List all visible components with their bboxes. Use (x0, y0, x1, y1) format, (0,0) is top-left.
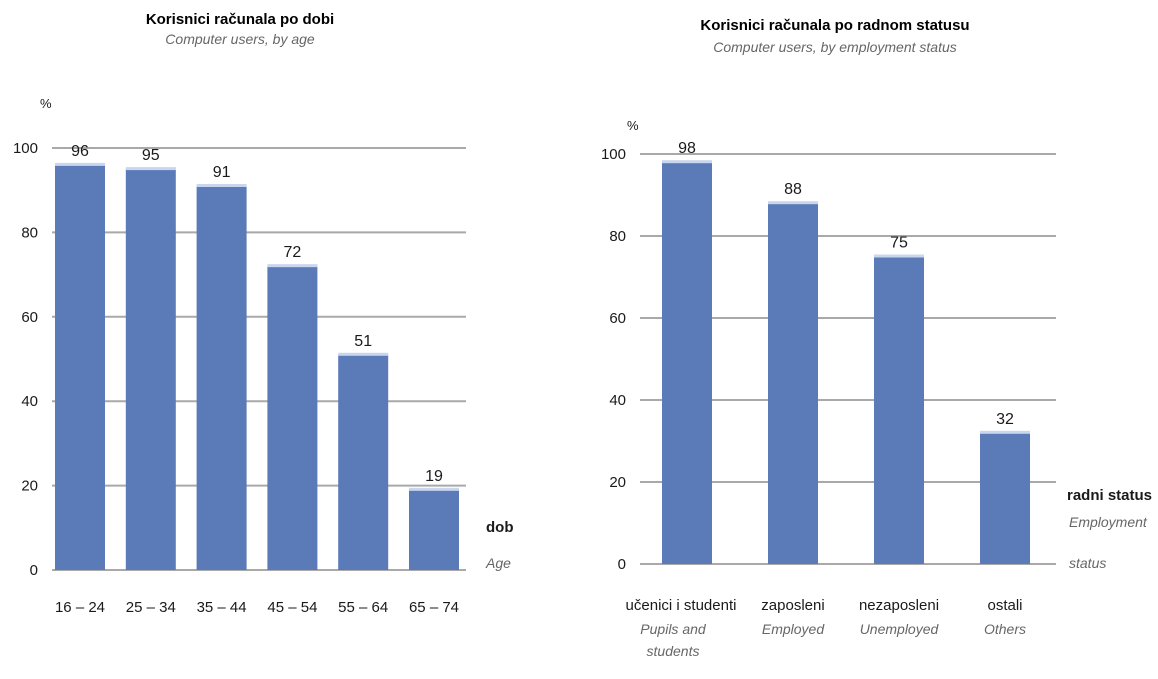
chart-1-y-unit: % (40, 96, 52, 111)
chart-2-bar (874, 256, 924, 564)
chart-1-y-tick-label: 40 (21, 393, 38, 410)
chart-1-bar-top-highlight (267, 264, 318, 268)
chart-1-bar (55, 164, 105, 570)
chart-1-data-label: 95 (142, 147, 160, 164)
chart-1-bar (338, 354, 389, 570)
chart-2-y-tick-label: 40 (609, 392, 626, 409)
chart-1-bar (125, 169, 176, 570)
chart-1-y-tick-label: 80 (21, 224, 38, 241)
chart-2-category-label-en: Others (984, 621, 1026, 637)
chart-1-x-title-en: Age (485, 555, 511, 571)
chart-1-title: Korisnici računala po dobi (146, 11, 334, 28)
chart-2-category-label: nezaposleni (859, 597, 939, 614)
chart-2-category-label-en: Unemployed (860, 621, 940, 637)
chart-1-bar-top-highlight (196, 183, 247, 187)
chart-1-category-label: 65 – 74 (409, 599, 459, 616)
chart-1-bar (267, 266, 318, 570)
chart-2-y-tick-label: 60 (609, 310, 626, 327)
chart-2-bar (662, 162, 712, 564)
chart-1-bar-top-highlight (409, 487, 459, 491)
chart-2-bar (980, 432, 1030, 564)
chart-2-bar-top-highlight (874, 254, 924, 258)
chart-2-category-label: zaposleni (761, 597, 824, 614)
chart-1-data-label: 19 (425, 468, 443, 485)
chart-2-y-tick-label: 80 (609, 228, 626, 245)
chart-2-bar-top-highlight (662, 160, 712, 164)
chart-1-data-label: 91 (213, 164, 231, 181)
chart-2-y-tick-label: 100 (601, 146, 626, 163)
chart-1-category-label: 25 – 34 (126, 599, 176, 616)
chart-2-data-label: 88 (784, 181, 802, 198)
chart-2-category-label-en: Pupils and (640, 621, 707, 637)
chart-1-data-label: 96 (71, 143, 89, 160)
chart-2-data-label: 32 (996, 411, 1014, 428)
chart-1-category-label: 16 – 24 (55, 599, 105, 616)
chart-2-category-label: učenici i studenti (626, 597, 737, 614)
chart-1-category-label: 45 – 54 (267, 599, 317, 616)
chart-1-bar-top-highlight (55, 162, 105, 166)
chart-1-bars: 96 16 – 24 95 25 – 34 91 35 – 44 72 45 – 54 51 55… (55, 143, 459, 616)
chart-2-category-label: ostali (987, 597, 1022, 614)
chart-1-category-label: 55 – 64 (338, 599, 388, 616)
chart-2-data-label: 75 (890, 235, 908, 252)
chart-1-data-label: 72 (284, 244, 302, 261)
chart-2-category-label-en: Employed (762, 621, 825, 637)
chart-2-title: Korisnici računala po radnom statusu (700, 17, 969, 34)
chart-2-bar (768, 203, 818, 564)
chart-2-data-label: 98 (678, 140, 696, 157)
chart-1-bar-top-highlight (125, 167, 176, 171)
chart-1-x-title: dob (486, 519, 514, 536)
chart-1-data-label: 51 (354, 333, 372, 350)
chart-1-bar (196, 185, 247, 571)
chart-2-x-title: radni status (1067, 487, 1152, 504)
chart-1-bar-top-highlight (338, 352, 389, 356)
chart-1-bar (409, 489, 459, 570)
chart-1-y-tick-label: 20 (21, 478, 38, 495)
chart-1-subtitle: Computer users, by age (165, 31, 315, 47)
chart-2-bar-top-highlight (768, 201, 818, 205)
chart-2-bars: 98 učenici i studenti Pupils and students 88… (626, 140, 1030, 659)
chart-2-y-unit: % (627, 118, 639, 133)
chart-1-y-tick-label: 100 (13, 140, 38, 157)
chart-2-x-title-en-line-2: status (1069, 555, 1106, 571)
chart-1-y-tick-label: 60 (21, 309, 38, 326)
chart-1-gridlines: 0 20 40 60 80 100 (13, 140, 466, 579)
chart-2-y-tick-label: 0 (618, 556, 626, 573)
chart-2-x-title-en-line-1: Employment (1069, 514, 1148, 530)
chart-2-subtitle: Computer users, by employment status (713, 39, 957, 55)
chart-1-category-label: 35 – 44 (197, 599, 247, 616)
chart-1-y-tick-label: 0 (30, 562, 38, 579)
chart-2-category-label-en: students (647, 643, 700, 659)
chart-2-bar-top-highlight (980, 430, 1030, 434)
chart-2-y-tick-label: 20 (609, 474, 626, 491)
